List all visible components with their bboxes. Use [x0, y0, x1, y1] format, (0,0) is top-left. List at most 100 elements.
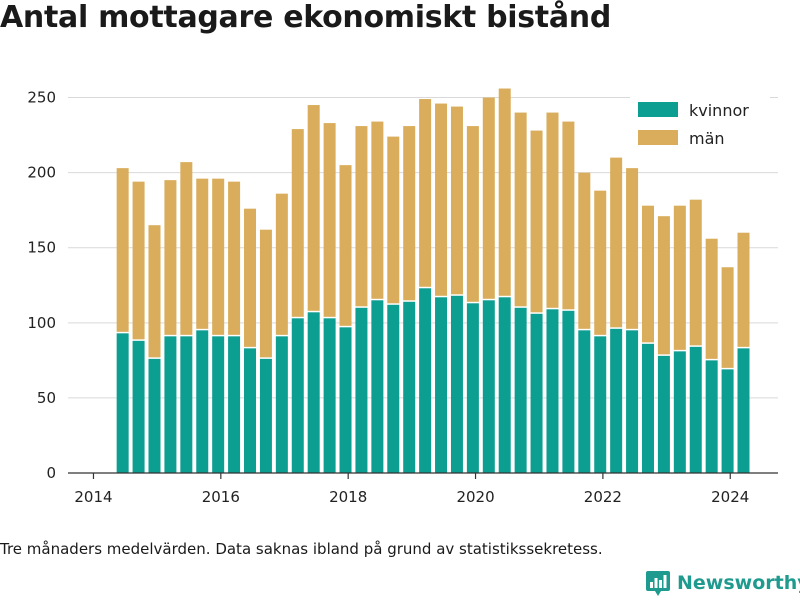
bar-man-2017-09: [323, 123, 336, 317]
bar-kvinnor-2022-09: [641, 343, 654, 473]
brand-logo: Newsworthy: [645, 569, 800, 597]
bar-kvinnor-2023-09: [705, 360, 718, 473]
bar-man-2023-12: [721, 267, 734, 368]
bar-man-2019-09: [450, 106, 463, 295]
bar-kvinnor-2016-06: [244, 348, 257, 473]
bar-man-2014-09: [132, 181, 145, 340]
bar-kvinnor-2014-09: [132, 340, 145, 473]
x-tick-label-2022: 2022: [584, 488, 622, 506]
bar-kvinnor-2021-06: [562, 310, 575, 473]
y-tick-label-150: 150: [27, 239, 56, 257]
bar-man-2022-09: [641, 205, 654, 343]
bar-man-2015-09: [196, 178, 209, 329]
bar-kvinnor-2020-06: [498, 297, 511, 473]
y-tick-label-250: 250: [27, 89, 56, 107]
x-tick-label-2018: 2018: [329, 488, 367, 506]
bar-kvinnor-2019-09: [450, 295, 463, 473]
bar-kvinnor-2020-09: [514, 307, 527, 473]
bar-man-2019-12: [466, 126, 479, 302]
bar-kvinnor-2023-12: [721, 369, 734, 473]
bar-man-2015-03: [164, 180, 177, 335]
bar-kvinnor-2015-06: [180, 336, 193, 473]
chart-title: Antal mottagare ekonomiskt bistånd: [0, 0, 612, 35]
bar-man-2023-03: [673, 205, 686, 350]
bar-kvinnor-2021-03: [546, 309, 559, 473]
bar-man-2014-12: [148, 225, 161, 358]
bar-man-2021-06: [562, 121, 575, 310]
bar-kvinnor-2014-06: [116, 333, 129, 473]
bar-kvinnor-2017-03: [291, 318, 304, 473]
x-tick-label-2016: 2016: [202, 488, 240, 506]
bar-man-2021-03: [546, 112, 559, 308]
bar-kvinnor-2018-09: [387, 304, 400, 473]
bar-man-2019-06: [435, 103, 448, 296]
bar-man-2022-06: [626, 168, 639, 329]
bar-man-2020-06: [498, 88, 511, 296]
bar-kvinnor-2022-03: [610, 328, 623, 473]
bar-man-2020-12: [530, 130, 543, 313]
bar-man-2023-09: [705, 238, 718, 359]
bar-kvinnor-2015-09: [196, 330, 209, 473]
legend: kvinnor män: [630, 96, 770, 154]
newsworthy-logo-icon: [646, 571, 670, 596]
bar-man-2015-06: [180, 162, 193, 335]
bar-kvinnor-2019-03: [419, 288, 432, 473]
bar-man-2022-12: [657, 216, 670, 355]
bars: [116, 88, 750, 473]
bar-kvinnor-2015-12: [212, 336, 225, 473]
x-tick-label-2020: 2020: [456, 488, 494, 506]
bar-man-2016-09: [259, 229, 272, 358]
bar-kvinnor-2019-06: [435, 297, 448, 473]
bar-man-2016-12: [275, 193, 288, 335]
bar-kvinnor-2018-12: [403, 301, 416, 473]
bar-man-2022-03: [610, 157, 623, 328]
bar-man-2016-03: [228, 181, 241, 335]
bar-kvinnor-2016-09: [259, 358, 272, 473]
bar-man-2017-06: [307, 105, 320, 311]
bar-man-2021-09: [578, 172, 591, 329]
bar-kvinnor-2015-03: [164, 336, 177, 473]
bar-kvinnor-2021-12: [594, 336, 607, 473]
legend-swatch-man: [638, 130, 678, 145]
bar-kvinnor-2017-12: [339, 327, 352, 473]
brand-name: Newsworthy: [677, 572, 800, 594]
x-tick-label-2014: 2014: [74, 488, 112, 506]
y-tick-label-50: 50: [37, 389, 56, 407]
bar-man-2018-03: [355, 126, 368, 307]
footnote: Tre månaders medelvärden. Data saknas ib…: [0, 540, 603, 558]
bar-kvinnor-2022-12: [657, 355, 670, 473]
legend-label-man: män: [689, 129, 725, 148]
legend-swatch-kvinnor: [638, 102, 678, 117]
bar-man-2018-06: [371, 121, 384, 299]
bar-kvinnor-2018-03: [355, 307, 368, 473]
bar-kvinnor-2024-03: [737, 348, 750, 473]
bar-man-2017-03: [291, 129, 304, 317]
bar-kvinnor-2016-03: [228, 336, 241, 473]
y-tick-label-200: 200: [27, 164, 56, 182]
bar-man-2017-12: [339, 165, 352, 326]
bar-man-2021-12: [594, 190, 607, 335]
bar-kvinnor-2022-06: [626, 330, 639, 473]
x-tick-label-2024: 2024: [711, 488, 749, 506]
bar-kvinnor-2014-12: [148, 358, 161, 473]
axes: 0 50 100 150 200 250 2014 2016 2018 2020 2022 2024: [27, 89, 778, 506]
bar-kvinnor-2020-03: [482, 300, 495, 473]
bar-kvinnor-2019-12: [466, 303, 479, 473]
bar-man-2018-09: [387, 136, 400, 304]
bar-man-2024-03: [737, 232, 750, 347]
bar-man-2023-06: [689, 199, 702, 346]
bar-kvinnor-2023-06: [689, 346, 702, 473]
bar-kvinnor-2017-06: [307, 312, 320, 473]
bar-man-2019-03: [419, 99, 432, 287]
y-tick-label-100: 100: [27, 314, 56, 332]
bar-kvinnor-2016-12: [275, 336, 288, 473]
bar-kvinnor-2020-12: [530, 313, 543, 473]
y-tick-label-0: 0: [46, 464, 56, 482]
bar-man-2016-06: [244, 208, 257, 347]
bar-man-2014-06: [116, 168, 129, 332]
bar-kvinnor-2021-09: [578, 330, 591, 473]
bar-kvinnor-2017-09: [323, 318, 336, 473]
bar-man-2018-12: [403, 126, 416, 301]
bar-kvinnor-2023-03: [673, 351, 686, 473]
